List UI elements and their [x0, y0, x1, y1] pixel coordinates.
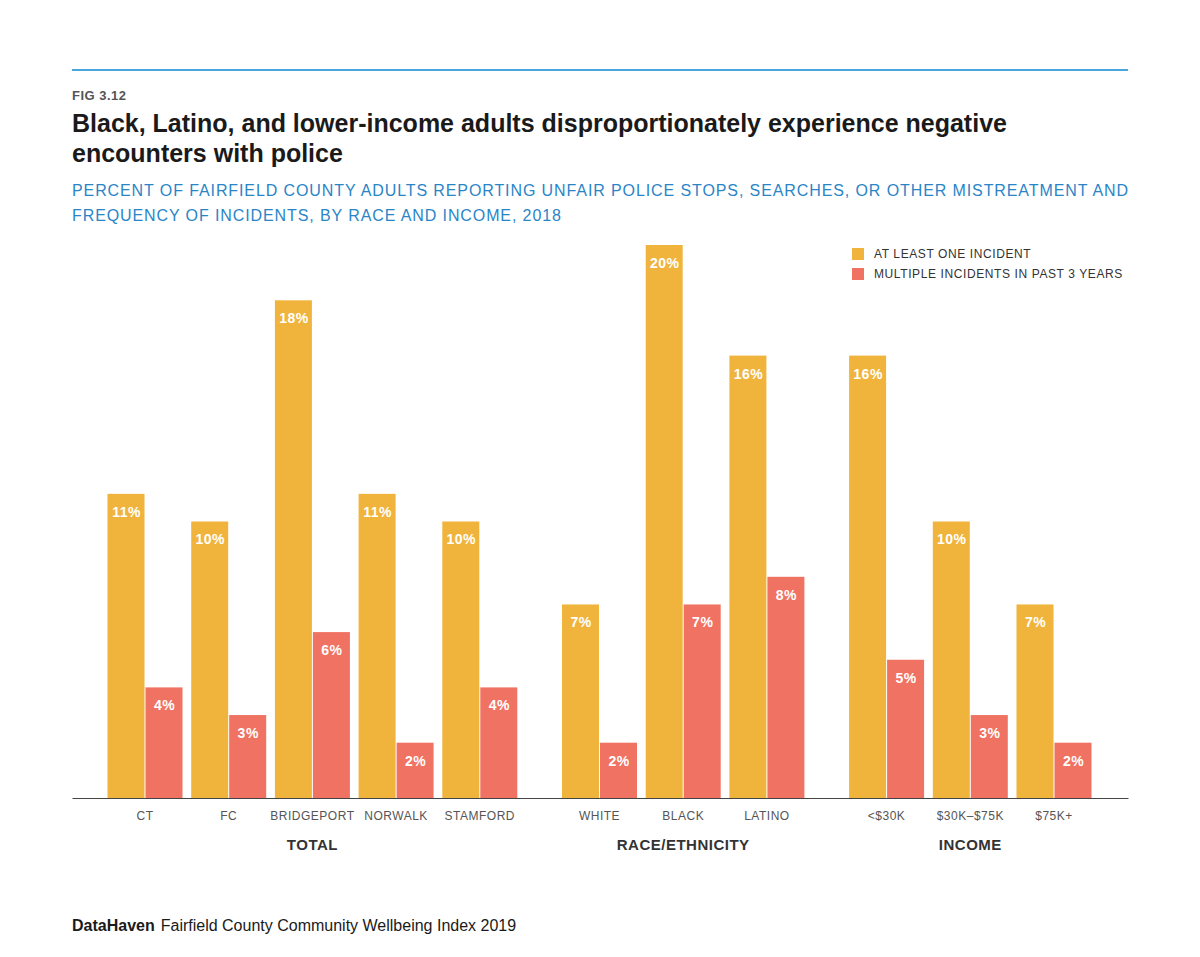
- svg-text:5%: 5%: [895, 670, 916, 686]
- svg-text:16%: 16%: [853, 366, 883, 382]
- svg-text:20%: 20%: [650, 255, 680, 271]
- html-text:FIG 3.12: FIG 3.12: [72, 88, 127, 103]
- svg-text:11%: 11%: [112, 504, 141, 520]
- svg-text:10%: 10%: [937, 531, 967, 547]
- svg-text:NORWALK: NORWALK: [364, 809, 428, 823]
- html-text:PERCENT OF FAIRFIELD COUNTY AD: PERCENT OF FAIRFIELD COUNTY ADULTS REPOR…: [72, 182, 1129, 224]
- html-text:Black, Latino, and lower-incom: Black, Latino, and lower-income adults d…: [72, 109, 1007, 167]
- svg-text:STAMFORD: STAMFORD: [445, 809, 515, 823]
- svg-text:10%: 10%: [195, 531, 225, 547]
- html-text:MULTIPLE INCIDENTS IN PAST 3 Y: MULTIPLE INCIDENTS IN PAST 3 YEARS: [874, 267, 1123, 281]
- svg-text:4%: 4%: [154, 697, 175, 713]
- svg-text:11%: 11%: [363, 504, 392, 520]
- svg-text:2%: 2%: [405, 753, 426, 769]
- svg-text:3%: 3%: [238, 725, 259, 741]
- svg-text:$30K–$75K: $30K–$75K: [937, 809, 1004, 823]
- html-text:DataHaven Fairfield County Com: DataHaven Fairfield County Community Wel…: [72, 917, 517, 934]
- svg-text:16%: 16%: [734, 366, 764, 382]
- svg-text:7%: 7%: [692, 614, 713, 630]
- svg-text:6%: 6%: [321, 642, 342, 658]
- svg-text:8%: 8%: [776, 587, 797, 603]
- svg-text:INCOME: INCOME: [939, 836, 1002, 853]
- svg-text:7%: 7%: [570, 614, 591, 630]
- svg-text:BRIDGEPORT: BRIDGEPORT: [270, 809, 354, 823]
- svg-text:4%: 4%: [489, 697, 510, 713]
- svg-text:2%: 2%: [608, 753, 629, 769]
- svg-text:WHITE: WHITE: [579, 809, 620, 823]
- svg-text:18%: 18%: [279, 310, 309, 326]
- svg-text:<$30K: <$30K: [868, 809, 906, 823]
- svg-text:BLACK: BLACK: [662, 809, 704, 823]
- svg-text:2%: 2%: [1063, 753, 1084, 769]
- svg-text:RACE/ETHNICITY: RACE/ETHNICITY: [617, 836, 750, 853]
- svg-text:10%: 10%: [447, 531, 477, 547]
- svg-text:TOTAL: TOTAL: [287, 836, 338, 853]
- svg-text:3%: 3%: [979, 725, 1000, 741]
- svg-text:7%: 7%: [1025, 614, 1046, 630]
- html-text:AT LEAST ONE INCIDENT: AT LEAST ONE INCIDENT: [874, 247, 1032, 261]
- svg-text:CT: CT: [137, 809, 154, 823]
- svg-text:$75K+: $75K+: [1035, 809, 1073, 823]
- svg-text:LATINO: LATINO: [744, 809, 789, 823]
- svg-text:FC: FC: [220, 809, 237, 823]
